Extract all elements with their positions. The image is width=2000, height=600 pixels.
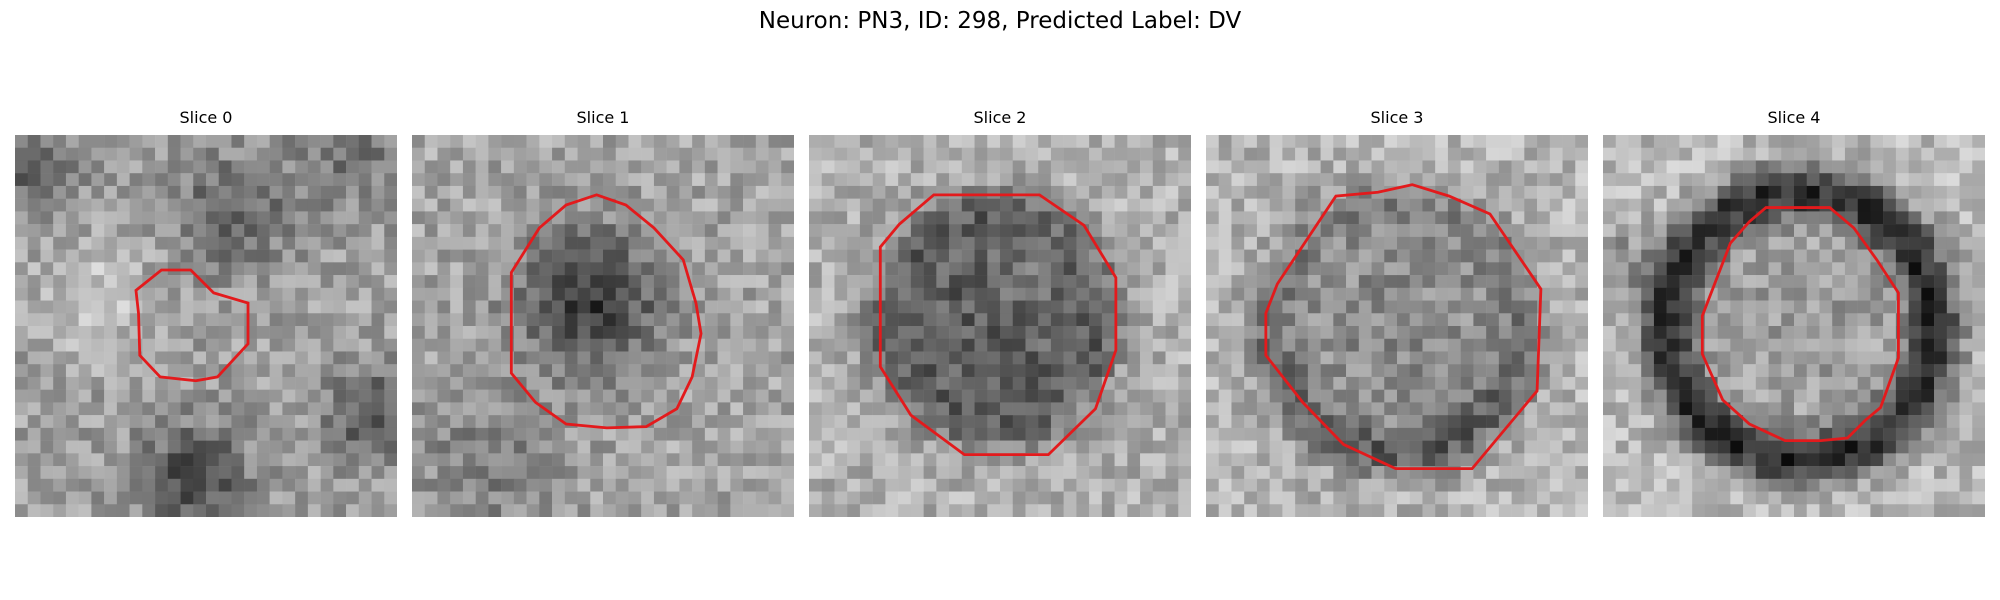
slice-image-0 xyxy=(15,135,397,517)
figure-title: Neuron: PN3, ID: 298, Predicted Label: D… xyxy=(758,8,1242,34)
slice-pixels-0 xyxy=(15,135,397,517)
slice-image-4 xyxy=(1603,135,1985,517)
roi-contour-1 xyxy=(509,193,703,430)
slice-image-2 xyxy=(809,135,1191,517)
slice-pixels-1 xyxy=(412,135,794,517)
roi-contour-3 xyxy=(1264,183,1543,471)
slice-title-4: Slice 4 xyxy=(1767,108,1821,127)
slice-image-3 xyxy=(1206,135,1588,517)
slice-title-1: Slice 1 xyxy=(576,108,630,127)
slice-title-2: Slice 2 xyxy=(973,108,1027,127)
slice-image-1 xyxy=(412,135,794,517)
roi-contour-2 xyxy=(878,193,1118,457)
slice-pixels-2 xyxy=(809,135,1191,517)
slice-pixels-4 xyxy=(1603,135,1985,517)
slice-title-3: Slice 3 xyxy=(1370,108,1424,127)
roi-contour-0 xyxy=(134,268,250,383)
roi-contour-4 xyxy=(1700,206,1900,443)
slice-pixels-3 xyxy=(1206,135,1588,517)
slice-title-0: Slice 0 xyxy=(179,108,233,127)
